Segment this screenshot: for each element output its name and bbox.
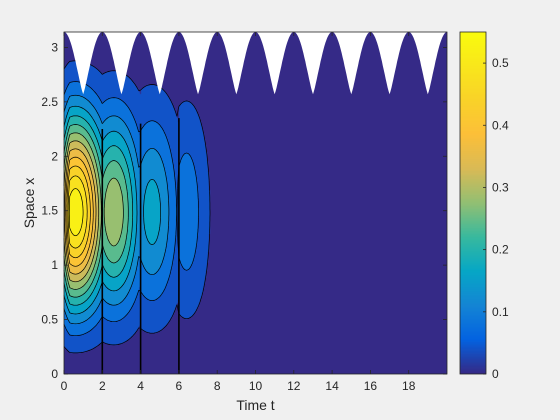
x-tick-label: 0: [61, 379, 68, 393]
contour-level-7: [63, 140, 100, 283]
y-tick-label: 2: [51, 149, 58, 163]
x-axis: 0 2 4 6 8 10 12 14 16 18: [61, 32, 416, 393]
colorbar-gradient: [460, 32, 486, 374]
y-tick-label: 2.5: [41, 95, 58, 109]
colorbar-tick-label: 0.1: [492, 305, 509, 319]
x-tick-label: 8: [214, 379, 221, 393]
contour-level-12: [68, 188, 84, 237]
x-tick-label: 18: [402, 379, 416, 393]
contour-level-5: [63, 124, 129, 298]
contour-level-1: [63, 81, 199, 337]
colorbar-tick-label: 0.5: [492, 56, 509, 70]
y-tick-label: 0: [51, 367, 58, 381]
y-tick-label: 3: [51, 40, 58, 54]
contour-level-9: [65, 156, 94, 267]
colorbar-tick-label: 0.2: [492, 243, 509, 257]
y-axis: 0 0.5 1 1.5 2 2.5 3: [41, 40, 447, 381]
x-tick-label: 14: [325, 379, 339, 393]
contour-lines: [63, 60, 211, 354]
x-tick-label: 16: [364, 379, 378, 393]
x-tick-label: 2: [99, 379, 106, 393]
y-tick-label: 0.5: [41, 313, 58, 327]
x-tick-label: 6: [176, 379, 183, 393]
x-tick-label: 10: [249, 379, 263, 393]
colorbar-tick-label: 0.3: [492, 180, 509, 194]
outside-domain-region: [64, 32, 447, 95]
colorbar-ticks: 0 0.1 0.2 0.3 0.4 0.5: [483, 56, 509, 381]
plot-area: 0 2 4 6 8 10 12 14 16 18 0 0.5 1 1.5 2 2.5 3 Time t Spa…: [21, 31, 448, 413]
contour-level-8: [64, 148, 97, 275]
y-tick-label: 1.5: [41, 204, 58, 218]
x-tick-label: 12: [287, 379, 301, 393]
contour-level-11: [67, 175, 88, 249]
contour-level-4: [63, 115, 134, 306]
x-axis-label: Time t: [236, 397, 274, 413]
colorbar-tick-label: 0.4: [492, 118, 509, 132]
colorbar: 0 0.1 0.2 0.3 0.4 0.5: [459, 31, 509, 381]
x-tick-label: 4: [137, 379, 144, 393]
contour-level-2: [63, 94, 170, 325]
colorbar-frame: [459, 31, 487, 375]
y-tick-label: 1: [51, 258, 58, 272]
contour-level-10: [66, 165, 91, 259]
colorbar-tick-label: 0: [492, 367, 499, 381]
y-axis-label: Space x: [21, 178, 37, 229]
pulse-lines: [101, 118, 180, 374]
